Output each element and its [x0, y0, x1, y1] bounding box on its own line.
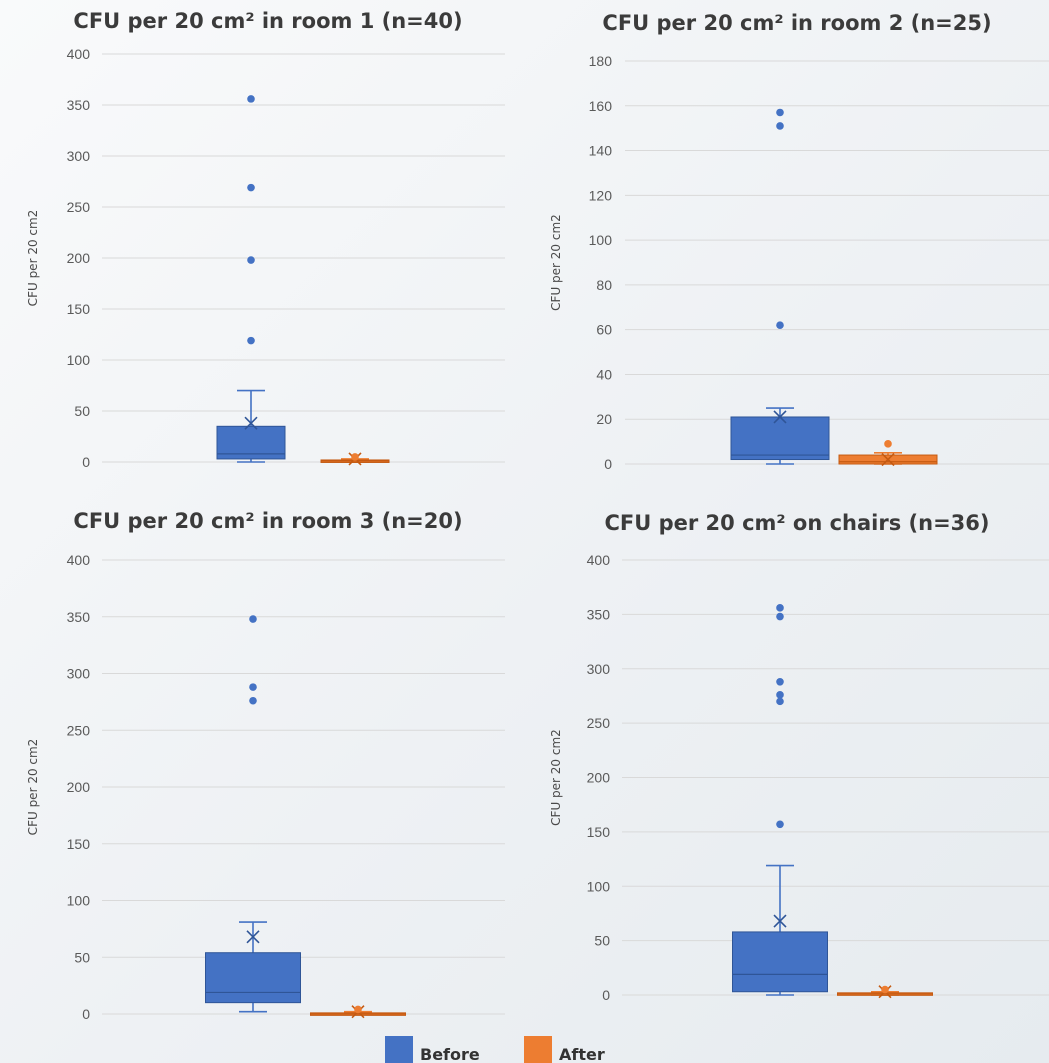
- mean-marker: [244, 416, 258, 430]
- chart-panel-3: CFU per 20 cm² in room 3 (n=20) CFU per 2…: [26, 509, 505, 1022]
- y-tick-label: 160: [589, 98, 613, 114]
- box-before: [730, 416, 830, 461]
- y-tick-label: 0: [82, 454, 90, 470]
- chart-panel-1: CFU per 20 cm² in room 1 (n=40) CFU per 2…: [26, 9, 505, 470]
- y-tick-label: 120: [589, 187, 613, 203]
- outlier-point: [247, 95, 255, 103]
- legend-label-before: Before: [420, 1045, 480, 1063]
- y-tick-label: 200: [67, 779, 91, 795]
- outlier-point: [247, 183, 255, 192]
- chart-panel-4: CFU per 20 cm² on chairs (n=36) CFU per 2…: [549, 511, 1049, 1003]
- y-tick-label: 100: [589, 232, 613, 248]
- chart-title: CFU per 20 cm² in room 1 (n=40): [73, 9, 462, 33]
- mean-marker: [246, 930, 260, 944]
- y-tick-label: 350: [587, 606, 611, 622]
- series-after: [310, 1005, 406, 1019]
- y-tick-label: 200: [67, 250, 91, 266]
- y-tick-label: 0: [82, 1006, 90, 1022]
- y-tick-label: 100: [587, 878, 611, 894]
- y-tick-label: 140: [589, 143, 613, 159]
- series-after: [320, 452, 390, 466]
- outlier-point: [249, 683, 257, 691]
- outlier-point: [776, 604, 784, 612]
- y-tick-label: 400: [67, 552, 91, 568]
- chart-title: CFU per 20 cm² on chairs (n=36): [604, 511, 989, 535]
- y-tick-label: 50: [74, 949, 90, 965]
- legend: Before After: [385, 1036, 605, 1063]
- mean-marker: [773, 410, 787, 424]
- outlier-point: [247, 256, 255, 264]
- y-tick-label: 150: [67, 836, 91, 852]
- outlier-point: [249, 615, 257, 623]
- y-tick-label: 250: [587, 715, 611, 731]
- mean-marker: [773, 914, 787, 928]
- series-after: [838, 440, 938, 467]
- outlier-point: [354, 1005, 362, 1014]
- chart-panels: CFU per 20 cm² in room 1 (n=40) CFU per 2…: [26, 9, 1049, 1022]
- outlier-point: [776, 678, 784, 686]
- box-before: [732, 931, 828, 993]
- series-after: [837, 985, 933, 999]
- y-tick-label: 50: [74, 403, 90, 419]
- box-before: [205, 952, 301, 1004]
- y-axis-label: CFU per 20 cm2: [549, 214, 563, 311]
- y-tick-label: 400: [67, 46, 91, 62]
- outlier-point: [351, 453, 359, 461]
- y-tick-label: 400: [587, 552, 611, 568]
- y-tick-label: 80: [596, 277, 612, 293]
- legend-label-after: After: [559, 1045, 605, 1063]
- y-tick-label: 250: [67, 722, 91, 738]
- outlier-point: [881, 985, 889, 994]
- y-tick-label: 60: [596, 322, 612, 338]
- y-axis-label: CFU per 20 cm2: [549, 729, 563, 826]
- y-tick-label: 250: [67, 199, 91, 215]
- series-before: [216, 95, 286, 463]
- y-tick-label: 20: [596, 411, 612, 427]
- y-tick-label: 0: [604, 456, 612, 472]
- y-tick-label: 100: [67, 352, 91, 368]
- y-tick-label: 50: [594, 933, 610, 949]
- y-tick-label: 350: [67, 609, 91, 625]
- outlier-point: [776, 108, 784, 117]
- series-before: [730, 108, 830, 465]
- outlier-point: [776, 122, 784, 130]
- y-tick-label: 300: [587, 661, 611, 677]
- y-tick-label: 150: [67, 301, 91, 317]
- y-tick-label: 200: [587, 770, 611, 786]
- outlier-point: [249, 696, 257, 705]
- outlier-point: [884, 440, 892, 448]
- outlier-point: [776, 612, 784, 621]
- legend-swatch-after: [524, 1036, 552, 1063]
- outlier-point: [776, 691, 784, 699]
- y-tick-label: 350: [67, 97, 91, 113]
- outlier-point: [776, 820, 784, 829]
- y-tick-label: 100: [67, 893, 91, 909]
- chart-title: CFU per 20 cm² in room 2 (n=25): [602, 11, 991, 35]
- chart-title: CFU per 20 cm² in room 3 (n=20): [73, 509, 462, 533]
- y-tick-label: 150: [587, 824, 611, 840]
- chart-panel-2: CFU per 20 cm² in room 2 (n=25) CFU per 2…: [549, 11, 1049, 472]
- y-tick-label: 40: [596, 366, 612, 382]
- legend-swatch-before: [385, 1036, 413, 1063]
- y-tick-label: 180: [589, 53, 613, 69]
- outlier-point: [247, 336, 255, 345]
- y-axis-label: CFU per 20 cm2: [26, 210, 40, 307]
- y-tick-label: 300: [67, 148, 91, 164]
- outlier-point: [776, 321, 784, 329]
- y-tick-label: 0: [602, 987, 610, 1003]
- outlier-point: [776, 697, 784, 706]
- mean-marker: [881, 452, 895, 467]
- series-before: [205, 615, 301, 1013]
- y-tick-label: 300: [67, 666, 91, 682]
- y-axis-label: CFU per 20 cm2: [26, 739, 40, 836]
- series-before: [732, 604, 828, 996]
